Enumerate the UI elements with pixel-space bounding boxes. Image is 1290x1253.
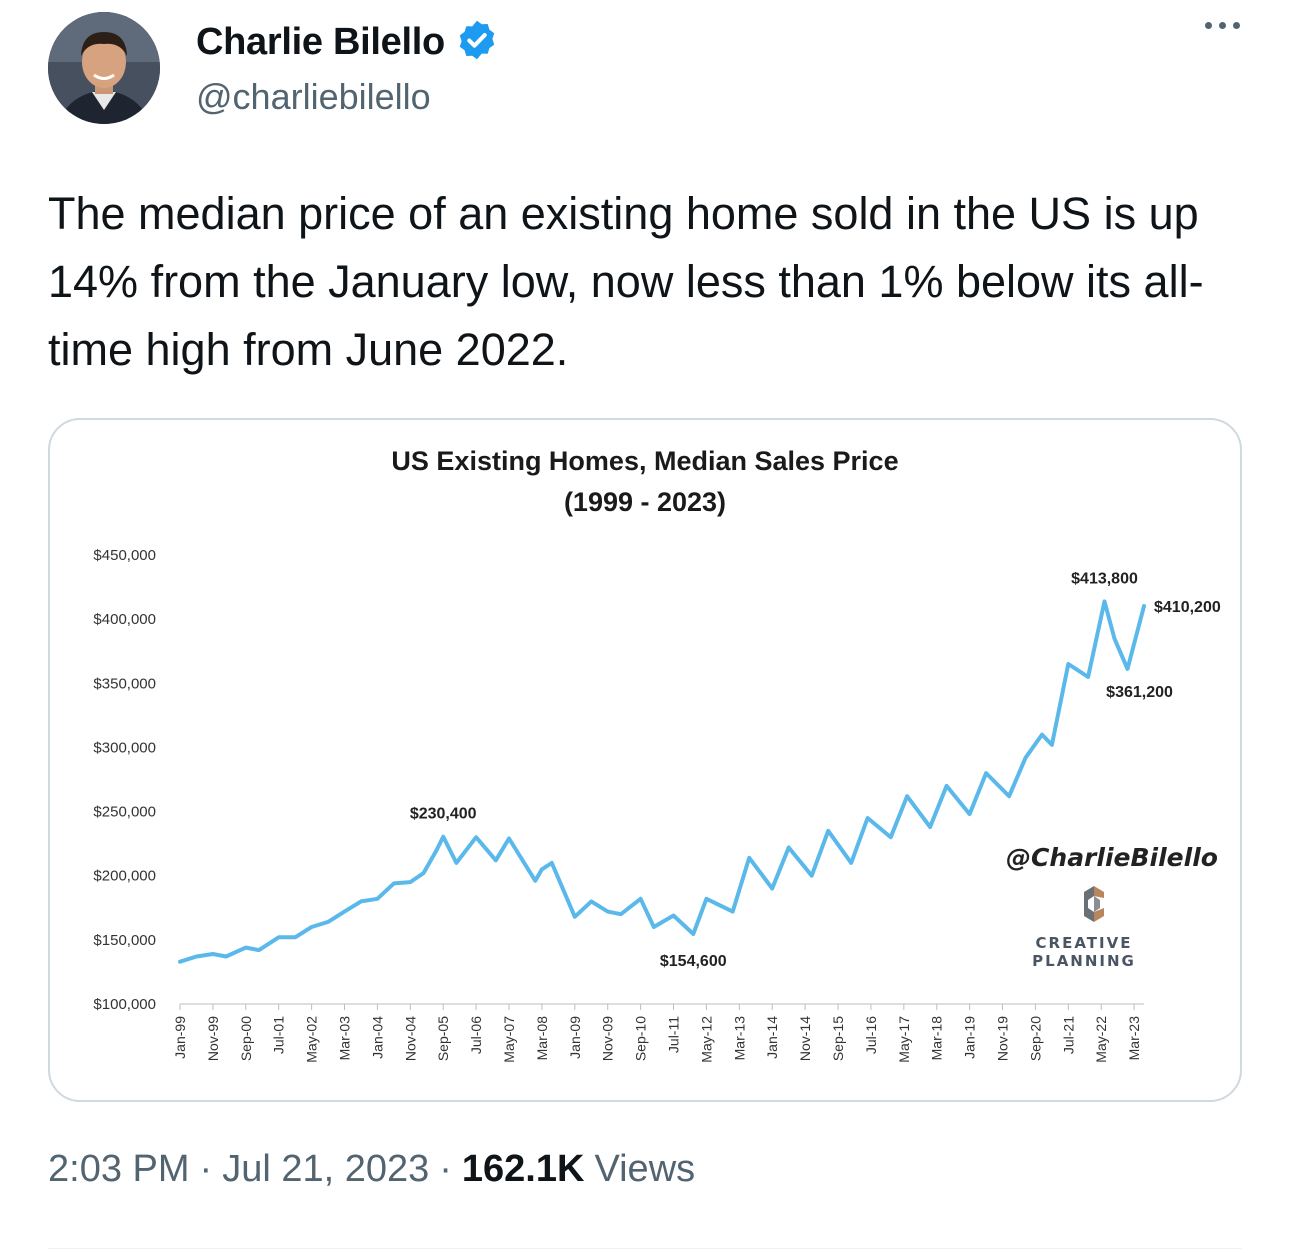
x-tick-label: Jan-99 bbox=[172, 1016, 188, 1059]
data-label: $413,800 bbox=[1071, 570, 1138, 587]
x-tick-label: Mar-08 bbox=[534, 1016, 550, 1061]
x-tick-label: Sep-15 bbox=[830, 1016, 846, 1061]
x-tick-label: May-17 bbox=[896, 1016, 912, 1063]
x-tick-label: Sep-05 bbox=[435, 1016, 451, 1061]
data-label: $230,400 bbox=[410, 806, 477, 823]
views-count[interactable]: 162.1K bbox=[461, 1148, 585, 1190]
y-tick-label: $200,000 bbox=[93, 868, 156, 885]
views-label[interactable]: Views bbox=[594, 1148, 696, 1190]
x-tick-label: Nov-99 bbox=[205, 1016, 221, 1061]
x-tick-label: Sep-10 bbox=[633, 1016, 649, 1061]
data-label: $361,200 bbox=[1106, 684, 1173, 701]
verified-badge-icon bbox=[455, 18, 499, 67]
y-tick-label: $250,000 bbox=[93, 804, 156, 821]
x-tick-label: May-22 bbox=[1093, 1016, 1109, 1063]
x-tick-label: Jan-19 bbox=[962, 1016, 978, 1059]
author-handle[interactable]: @charliebilello bbox=[196, 76, 431, 117]
tweet-date[interactable]: Jul 21, 2023 bbox=[222, 1148, 430, 1190]
x-tick-label: Nov-19 bbox=[995, 1016, 1011, 1061]
tweet-text: The median price of an existing home sol… bbox=[48, 188, 1204, 375]
x-tick-label: Jul-01 bbox=[271, 1016, 287, 1054]
data-label: $410,200 bbox=[1154, 599, 1221, 616]
y-tick-label: $100,000 bbox=[93, 996, 156, 1013]
chart-subtitle: (1999 - 2023) bbox=[564, 487, 726, 517]
tweet-meta: 2:03 PM · Jul 21, 2023 · 162.1K Views bbox=[48, 1148, 695, 1191]
avatar[interactable] bbox=[48, 12, 160, 124]
x-tick-label: May-07 bbox=[501, 1016, 517, 1063]
x-tick-label: Nov-14 bbox=[797, 1016, 813, 1061]
meta-separator: · bbox=[199, 1148, 213, 1190]
data-label: $154,600 bbox=[660, 953, 727, 970]
y-tick-label: $300,000 bbox=[93, 739, 156, 756]
chart: US Existing Homes, Median Sales Price (1… bbox=[93, 446, 1221, 1063]
logo-text-line2: PLANNING bbox=[1032, 952, 1136, 970]
chart-title: US Existing Homes, Median Sales Price bbox=[391, 446, 898, 476]
tweet-time[interactable]: 2:03 PM bbox=[48, 1148, 190, 1190]
verified-badge-shape bbox=[459, 20, 495, 60]
x-tick-label: Mar-13 bbox=[731, 1016, 747, 1061]
creative-planning-logo: CREATIVE PLANNING bbox=[1032, 886, 1136, 970]
x-tick-label: Jul-06 bbox=[468, 1016, 484, 1054]
x-tick-label: Mar-03 bbox=[337, 1016, 353, 1061]
y-tick-label: $450,000 bbox=[93, 547, 156, 564]
x-tick-label: Jul-21 bbox=[1060, 1016, 1076, 1054]
x-tick-label: May-12 bbox=[698, 1016, 714, 1063]
avatar-image bbox=[48, 12, 160, 124]
x-tick-label: Jan-14 bbox=[764, 1016, 780, 1059]
chart-image-card[interactable]: US Existing Homes, Median Sales Price (1… bbox=[48, 418, 1242, 1102]
y-tick-label: $150,000 bbox=[93, 932, 156, 949]
x-tick-label: May-02 bbox=[304, 1016, 320, 1063]
x-tick-label: Nov-04 bbox=[402, 1016, 418, 1061]
y-tick-label: $350,000 bbox=[93, 675, 156, 692]
logo-text-line1: CREATIVE bbox=[1036, 934, 1133, 952]
x-tick-label: Jul-11 bbox=[666, 1016, 682, 1053]
meta-separator: · bbox=[439, 1148, 452, 1190]
author-name[interactable]: Charlie Bilello bbox=[196, 21, 445, 63]
x-tick-label: Mar-18 bbox=[929, 1016, 945, 1061]
x-tick-label: Jan-09 bbox=[567, 1016, 583, 1059]
x-tick-label: Jan-04 bbox=[369, 1016, 385, 1059]
x-tick-label: Sep-20 bbox=[1027, 1016, 1043, 1061]
y-tick-label: $400,000 bbox=[93, 611, 156, 628]
watermark: @CharlieBilello bbox=[1006, 843, 1218, 872]
more-horizontal-icon[interactable] bbox=[1205, 22, 1240, 29]
price-line-series bbox=[178, 599, 1146, 964]
x-tick-label: Nov-09 bbox=[600, 1016, 616, 1061]
x-tick-label: Sep-00 bbox=[238, 1016, 254, 1061]
divider bbox=[48, 1248, 1242, 1249]
x-tick-label: Mar-23 bbox=[1126, 1016, 1142, 1061]
x-tick-label: Jul-16 bbox=[863, 1016, 879, 1054]
